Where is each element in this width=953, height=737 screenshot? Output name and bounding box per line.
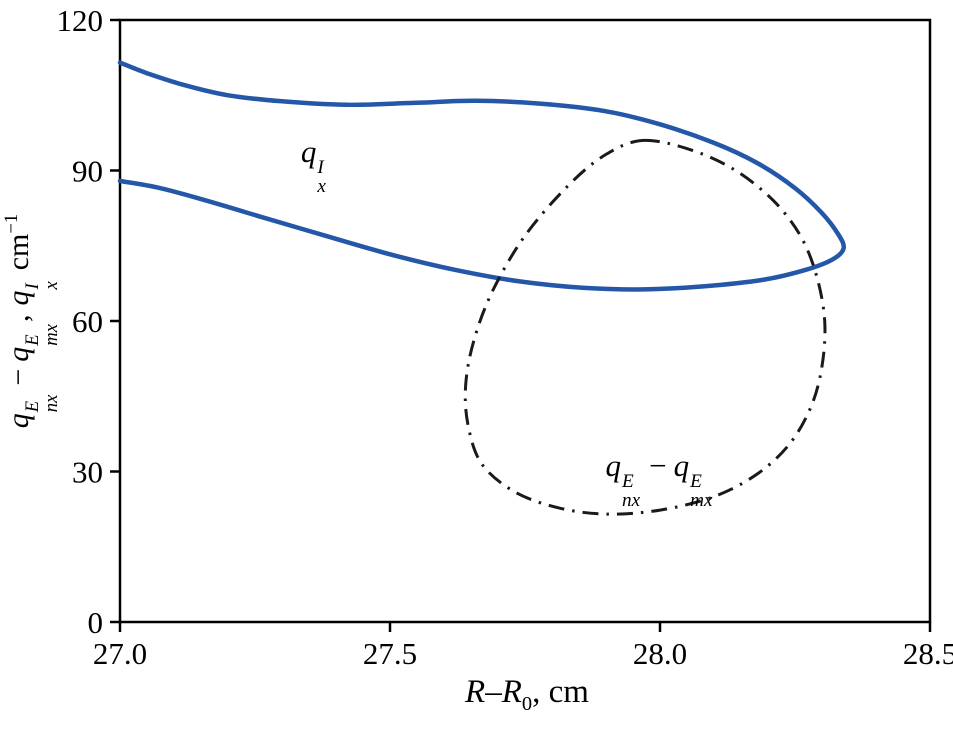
series-qnxE-minus-qmxE bbox=[463, 138, 827, 516]
y-tick-label: 60 bbox=[72, 304, 103, 339]
math-R: R bbox=[501, 674, 522, 711]
y-tick-label: 30 bbox=[72, 454, 103, 489]
x-tick-label: 28.5 bbox=[903, 636, 953, 671]
math-minus: − bbox=[649, 448, 667, 484]
math-q: q bbox=[1, 413, 35, 429]
axes-frame bbox=[118, 18, 932, 624]
math-sub-zero: 0 bbox=[521, 692, 533, 715]
math-dash: – bbox=[485, 674, 502, 711]
x-axis-title: R–R0, cm bbox=[465, 674, 589, 716]
math-comma: , bbox=[1, 314, 35, 323]
y-tick-label: 0 bbox=[88, 605, 104, 640]
math-q: q bbox=[673, 448, 690, 484]
series-qxI bbox=[117, 60, 847, 292]
math-R: R bbox=[465, 674, 486, 711]
math-q: q bbox=[1, 290, 35, 306]
y-tick-label: 120 bbox=[57, 3, 104, 38]
math-q: q bbox=[1, 346, 35, 362]
x-tick-label: 27.5 bbox=[363, 636, 417, 671]
math-q: q bbox=[605, 448, 621, 484]
math-q: q bbox=[300, 134, 317, 170]
y-axis-unit: cm bbox=[1, 233, 35, 271]
x-tick-label: 28.0 bbox=[633, 636, 687, 671]
y-axis-unit-exponent: −1 bbox=[0, 213, 22, 234]
x-axis-unit: , cm bbox=[532, 674, 589, 711]
y-tick-label: 90 bbox=[72, 153, 103, 188]
math-minus: − bbox=[1, 368, 35, 386]
x-tick-label: 27.0 bbox=[93, 636, 147, 671]
